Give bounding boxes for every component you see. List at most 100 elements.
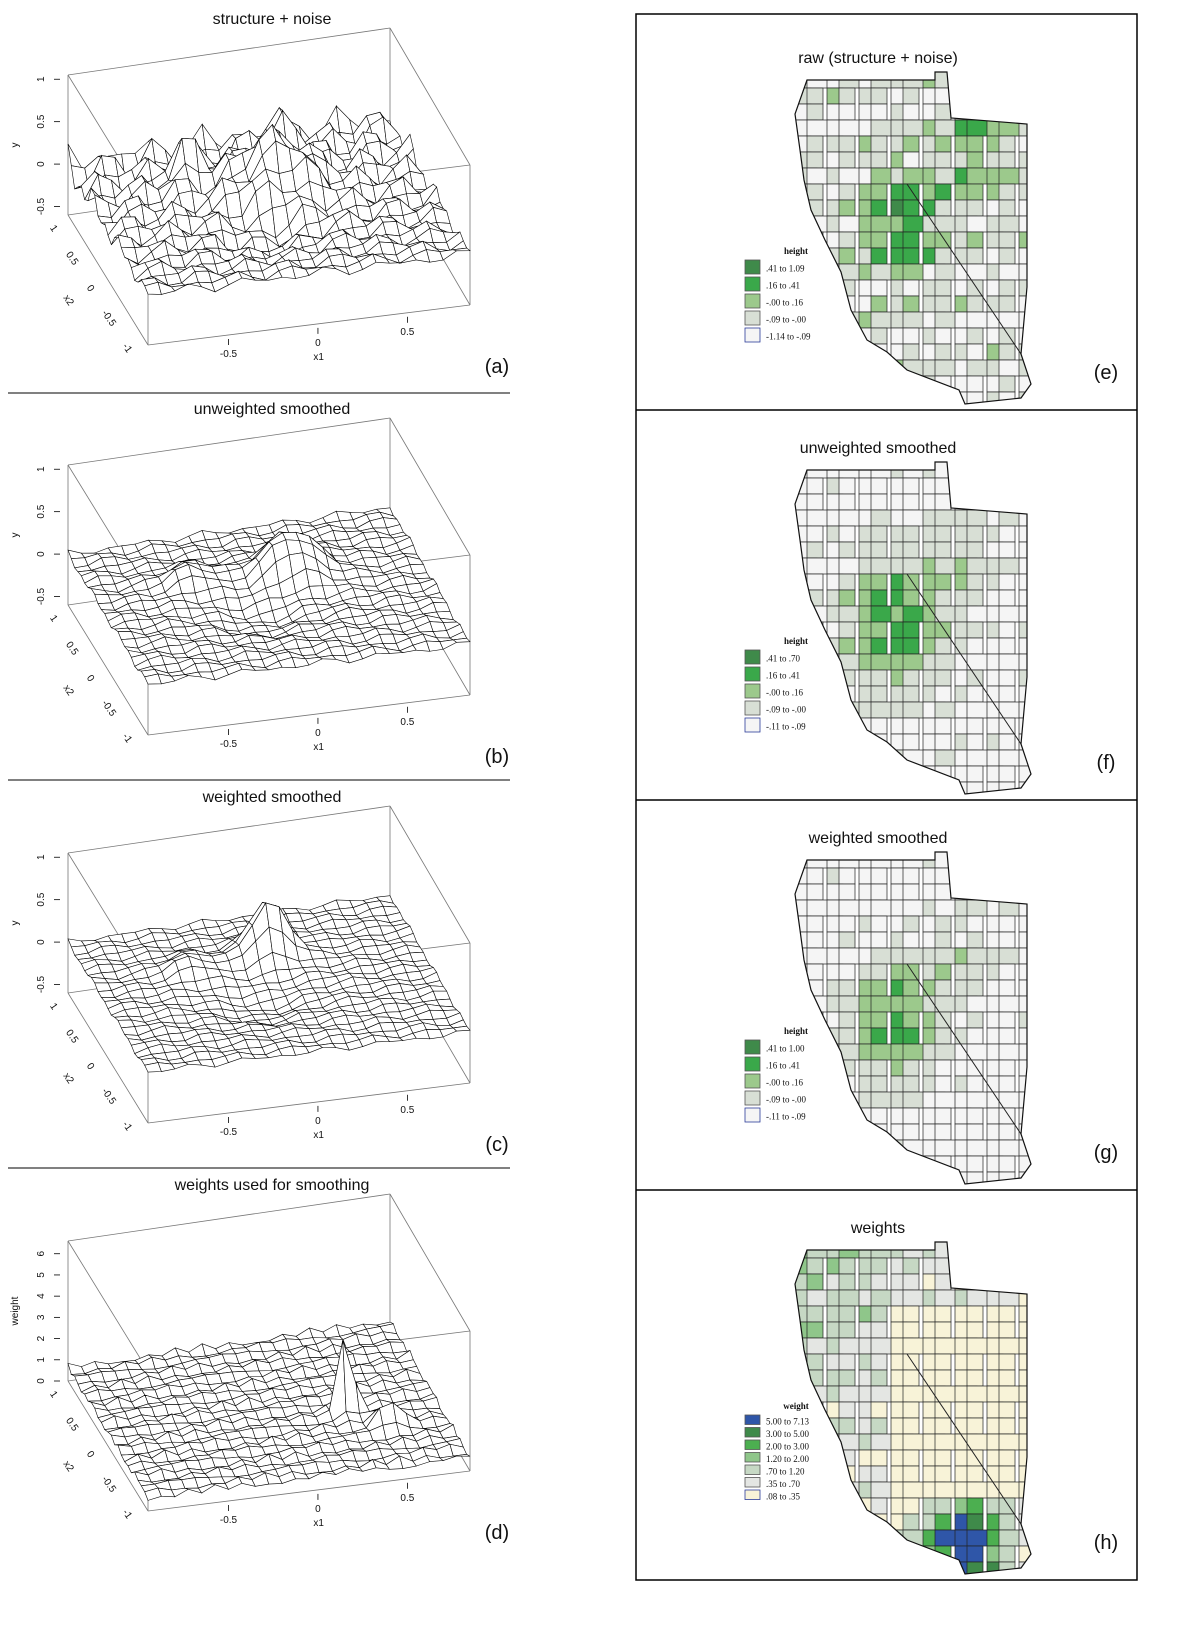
legend-swatch <box>745 1040 760 1054</box>
county <box>903 1386 925 1402</box>
county <box>807 884 823 900</box>
legend-swatch <box>745 1465 760 1475</box>
county <box>935 916 951 932</box>
county <box>839 526 855 542</box>
county <box>967 376 983 392</box>
county <box>839 200 855 216</box>
county <box>807 670 823 686</box>
x1-tick-label: 0 <box>315 338 321 349</box>
county <box>903 526 919 542</box>
county <box>1019 1562 1035 1578</box>
legend-label: 5.00 to 7.13 <box>766 1416 810 1426</box>
box-edge <box>68 418 390 465</box>
county <box>1019 606 1041 622</box>
county <box>807 248 823 264</box>
x2-tick-label: 0 <box>84 1061 96 1072</box>
x2-tick-label: -0.5 <box>99 308 118 329</box>
county <box>999 1140 1021 1156</box>
county <box>871 932 887 948</box>
county <box>955 1242 977 1258</box>
county <box>967 542 983 558</box>
mesh-cell <box>430 986 447 991</box>
county <box>935 884 951 900</box>
county <box>903 1076 919 1092</box>
county <box>871 392 887 408</box>
y-tick-label: 0.5 <box>36 114 47 128</box>
surface-mesh <box>68 896 470 1072</box>
county <box>807 1012 823 1028</box>
county <box>903 168 925 184</box>
mesh-cell <box>68 144 85 168</box>
county <box>807 392 823 408</box>
y-tick-label: 2 <box>36 1335 47 1341</box>
county <box>795 200 811 216</box>
legend-swatch <box>745 1453 760 1463</box>
county <box>1019 1092 1041 1108</box>
x2-tick-label: 0.5 <box>63 1416 80 1434</box>
county <box>807 264 829 280</box>
county <box>935 734 951 750</box>
county <box>827 280 843 296</box>
county <box>827 376 843 392</box>
legend-label: -.00 to .16 <box>766 688 803 698</box>
county <box>871 1354 887 1370</box>
county <box>967 1322 983 1338</box>
legend-swatch <box>745 260 760 274</box>
county <box>999 360 1021 376</box>
county <box>795 1386 817 1402</box>
county <box>871 248 887 264</box>
county <box>967 104 983 120</box>
x1-tick-label: 0.5 <box>400 1493 414 1504</box>
county <box>807 558 829 574</box>
county <box>1019 1530 1041 1546</box>
county <box>839 638 855 654</box>
county <box>827 718 843 734</box>
county <box>871 344 887 360</box>
county <box>807 734 823 750</box>
mesh-cell <box>440 1028 457 1037</box>
county <box>999 964 1015 980</box>
county <box>807 1402 823 1418</box>
county <box>871 200 887 216</box>
county <box>807 1514 823 1530</box>
county <box>999 980 1015 996</box>
county <box>871 1012 887 1028</box>
county <box>871 1274 887 1290</box>
county <box>807 184 823 200</box>
county <box>999 104 1015 120</box>
county <box>839 232 855 248</box>
county <box>955 852 977 868</box>
x2-tick-label: 0.5 <box>63 1028 80 1046</box>
county <box>807 232 823 248</box>
county <box>839 1322 855 1338</box>
county <box>871 312 893 328</box>
county <box>795 1140 817 1156</box>
county <box>999 136 1015 152</box>
county <box>871 766 887 782</box>
y-tick-label: 0 <box>36 939 47 945</box>
county <box>807 1076 823 1092</box>
county <box>871 702 893 718</box>
county <box>839 916 855 932</box>
county <box>903 1338 925 1354</box>
county <box>839 344 855 360</box>
y-tick-label: 0.5 <box>36 892 47 906</box>
county <box>1019 104 1035 120</box>
county <box>999 932 1015 948</box>
county <box>1019 296 1035 312</box>
county <box>807 526 823 542</box>
county <box>891 1562 907 1578</box>
county <box>871 916 887 932</box>
county <box>827 392 843 408</box>
county <box>999 766 1015 782</box>
county <box>891 782 907 798</box>
county <box>827 312 849 328</box>
county <box>807 702 829 718</box>
county <box>827 750 849 766</box>
county <box>999 478 1015 494</box>
county <box>1019 852 1041 868</box>
county <box>967 494 983 510</box>
county <box>1019 312 1041 328</box>
county <box>839 1124 855 1140</box>
county <box>967 964 983 980</box>
